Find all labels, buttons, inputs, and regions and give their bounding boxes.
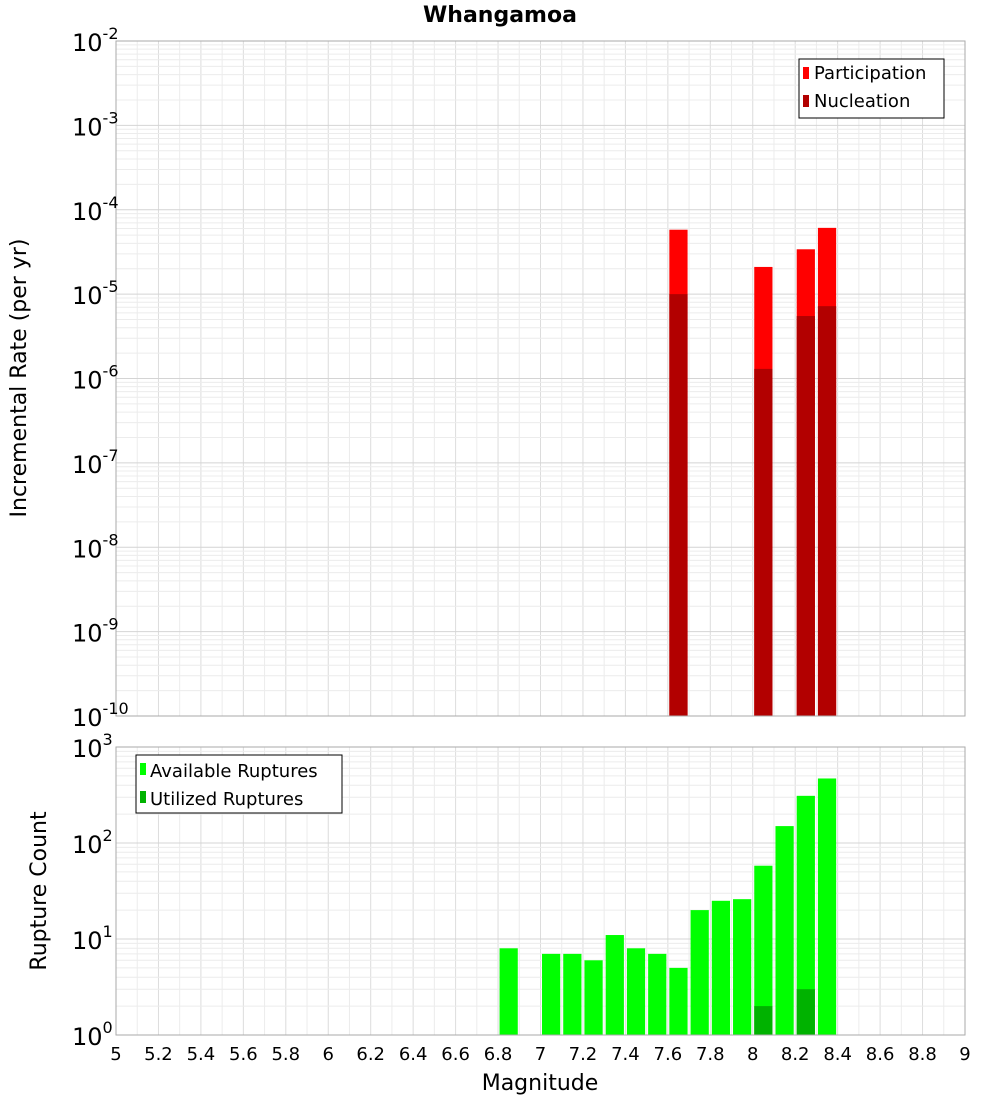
x-tick-label: 5.4 <box>187 1044 216 1065</box>
legend-swatch-participation <box>803 67 809 79</box>
bar-available-ruptures <box>690 910 709 1035</box>
top-legend: Participation Nucleation <box>798 58 945 119</box>
y-tick-label: 10-5 <box>72 277 119 310</box>
y-tick-label: 10-7 <box>72 446 119 479</box>
y-tick-label: 10-10 <box>72 699 129 732</box>
x-tick-label: 6.4 <box>399 1044 428 1065</box>
chart-title: Whangamoa <box>423 3 577 28</box>
bar-utilized-ruptures <box>796 989 815 1035</box>
x-tick-label: 5.2 <box>144 1044 173 1065</box>
bar-nucleation <box>796 316 815 716</box>
legend-label-participation: Participation <box>814 63 926 84</box>
bar-available-ruptures <box>648 953 667 1035</box>
x-tick-label: 7.6 <box>654 1044 683 1065</box>
bar-available-ruptures <box>775 826 794 1035</box>
x-tick-label: 6.6 <box>441 1044 470 1065</box>
x-tick-label: 8.4 <box>823 1044 852 1065</box>
bottom-y-axis-label: Rupture Count <box>27 811 52 971</box>
top-y-tick-labels: 10-10 10-9 10-8 10-7 10-6 10-5 10-4 10-3 10-2 <box>72 24 129 732</box>
y-tick-label: 10-8 <box>72 530 119 563</box>
y-tick-label: 102 <box>72 826 113 859</box>
bar-available-ruptures <box>626 948 646 1035</box>
bottom-bars <box>499 778 837 1035</box>
legend-swatch-utilized <box>140 791 146 803</box>
legend-swatch-available <box>140 763 146 775</box>
legend-label-available: Available Ruptures <box>150 761 318 782</box>
bar-available-ruptures <box>669 967 688 1035</box>
y-tick-label: 10-9 <box>72 615 119 648</box>
x-tick-label: 5 <box>110 1044 121 1065</box>
bar-nucleation <box>669 294 688 716</box>
top-plot-frame <box>115 40 966 717</box>
bar-available-ruptures <box>542 953 561 1035</box>
x-tick-label: 8.8 <box>908 1044 937 1065</box>
x-axis-label: Magnitude <box>482 1071 599 1096</box>
bottom-y-tick-labels: 100 101 102 103 <box>72 730 113 1051</box>
y-tick-label: 103 <box>72 730 113 763</box>
bar-nucleation <box>754 368 773 716</box>
bottom-legend-box <box>135 754 343 814</box>
y-tick-label: 10-2 <box>72 24 119 57</box>
top-bars <box>669 227 837 717</box>
bar-available-ruptures <box>733 899 752 1035</box>
bar-nucleation <box>817 306 837 716</box>
y-tick-label: 10-4 <box>72 193 119 226</box>
x-tick-label: 5.6 <box>229 1044 258 1065</box>
bar-available-ruptures <box>754 865 773 1035</box>
x-tick-label: 6.8 <box>484 1044 513 1065</box>
bar-available-ruptures <box>796 795 815 1035</box>
top-y-axis-label: Incremental Rate (per yr) <box>7 239 32 518</box>
bar-available-ruptures <box>605 935 624 1035</box>
legend-label-utilized: Utilized Ruptures <box>150 789 303 810</box>
x-tick-label: 6 <box>323 1044 334 1065</box>
bar-available-ruptures <box>499 948 518 1035</box>
bottom-legend: Available Ruptures Utilized Ruptures <box>135 754 343 814</box>
x-tick-label: 7.8 <box>696 1044 725 1065</box>
y-tick-label: 10-6 <box>72 362 119 395</box>
bar-available-ruptures <box>563 953 582 1035</box>
bar-available-ruptures <box>711 900 731 1035</box>
x-tick-label: 8.6 <box>866 1044 895 1065</box>
legend-swatch-nucleation <box>803 95 809 107</box>
bar-utilized-ruptures <box>754 1006 773 1035</box>
x-tick-label: 7 <box>535 1044 546 1065</box>
top-legend-box <box>798 58 945 119</box>
x-tick-label: 9 <box>959 1044 970 1065</box>
bottom-plot-frame <box>115 746 966 1036</box>
bar-available-ruptures <box>584 960 603 1035</box>
y-tick-label: 101 <box>72 922 113 955</box>
x-tick-label: 7.2 <box>569 1044 598 1065</box>
x-tick-label: 8.2 <box>781 1044 810 1065</box>
x-tick-label: 8 <box>747 1044 758 1065</box>
x-tick-label: 5.8 <box>271 1044 300 1065</box>
x-tick-label: 7.4 <box>611 1044 640 1065</box>
x-tick-labels: 5 5.2 5.4 5.6 5.8 6 6.2 6.4 6.6 6.8 7 7.2 7.4 7.6 7.8 8… <box>110 1044 970 1065</box>
y-tick-label: 10-3 <box>72 108 119 141</box>
y-tick-label: 100 <box>72 1018 113 1051</box>
legend-label-nucleation: Nucleation <box>814 91 910 112</box>
top-gridlines <box>115 41 966 717</box>
x-tick-label: 6.2 <box>356 1044 385 1065</box>
bar-available-ruptures <box>817 778 837 1035</box>
